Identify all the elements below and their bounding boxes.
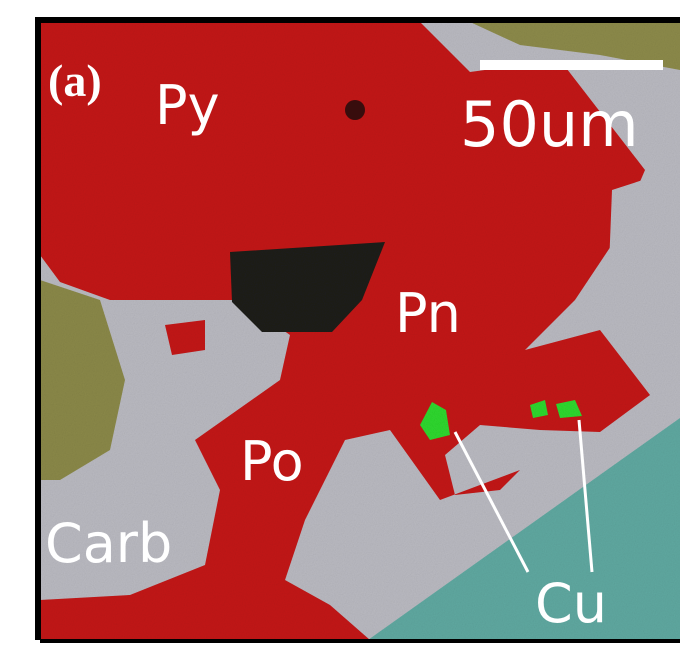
mineral-label: Py [155,74,220,137]
mineral-map-figure: (a) Py 50um Pn Po Carb Cu [0,0,680,646]
mineral-label: Po [240,430,304,493]
scale-bar-label: 50um [460,88,639,161]
panel-label: (a) [48,55,102,106]
mineral-label: Cu [535,572,607,635]
mineral-label: Pn [395,282,461,345]
mineral-label: Carb [45,512,172,575]
sulfide-patch [165,320,205,355]
pit [345,100,365,120]
